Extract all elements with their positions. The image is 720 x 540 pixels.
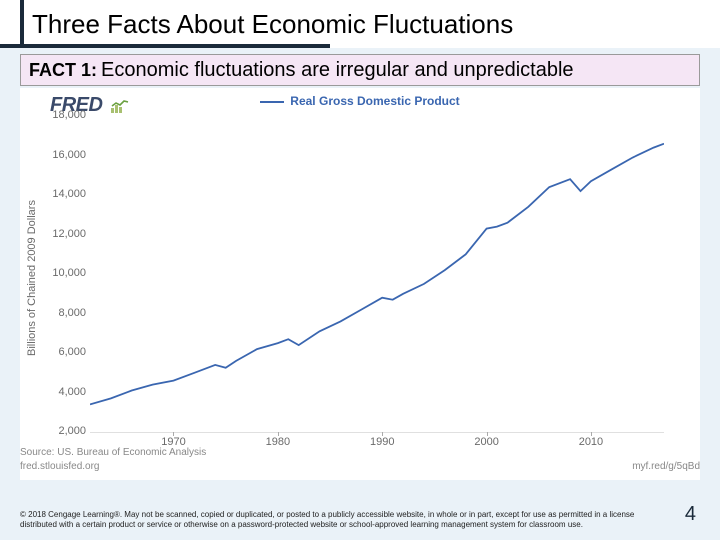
gridline-h — [90, 432, 664, 433]
legend-line-swatch — [260, 101, 284, 103]
x-tick-label: 1980 — [266, 436, 290, 448]
y-axis-label: Billions of Chained 2009 Dollars — [22, 138, 42, 418]
slide: Three Facts About Economic Fluctuations … — [0, 0, 720, 540]
y-tick-label: 10,000 — [48, 267, 86, 279]
y-tick-label: 8,000 — [48, 307, 86, 319]
x-tick-mark — [382, 432, 383, 436]
y-axis-label-text: Billions of Chained 2009 Dollars — [26, 200, 38, 356]
x-tick-label: 1990 — [370, 436, 394, 448]
fact-label: FACT 1: — [29, 60, 97, 81]
slide-title: Three Facts About Economic Fluctuations — [32, 9, 513, 40]
title-bar: Three Facts About Economic Fluctuations — [0, 0, 720, 48]
title-accent-horizontal — [0, 44, 330, 48]
chart-legend: Real Gross Domestic Product — [20, 94, 700, 108]
gdp-line — [90, 144, 664, 405]
x-tick-mark — [487, 432, 488, 436]
source-url-left: fred.stlouisfed.org — [20, 461, 100, 472]
line-chart-svg — [90, 116, 664, 432]
source-text: Source: US. Bureau of Economic Analysis — [20, 447, 206, 458]
x-tick-label: 2010 — [579, 436, 603, 448]
y-tick-label: 4,000 — [48, 386, 86, 398]
fact-box: FACT 1: Economic fluctuations are irregu… — [20, 54, 700, 86]
y-tick-label: 16,000 — [48, 149, 86, 161]
y-tick-label: 2,000 — [48, 425, 86, 437]
x-tick-mark — [278, 432, 279, 436]
copyright-text: © 2018 Cengage Learning®. May not be sca… — [20, 510, 640, 530]
y-tick-label: 12,000 — [48, 228, 86, 240]
source-url-right: myf.red/g/5qBd — [632, 461, 700, 472]
y-tick-label: 14,000 — [48, 188, 86, 200]
plot-area — [90, 116, 664, 432]
chart-container: FRED Real Gross Domestic Product Billion… — [20, 88, 700, 480]
fact-text: Economic fluctuations are irregular and … — [101, 59, 574, 82]
x-tick-mark — [173, 432, 174, 436]
title-accent-vertical — [20, 0, 24, 48]
y-tick-label: 18,000 — [48, 109, 86, 121]
y-tick-label: 6,000 — [48, 346, 86, 358]
x-tick-mark — [591, 432, 592, 436]
x-tick-label: 2000 — [474, 436, 498, 448]
legend-text: Real Gross Domestic Product — [290, 94, 459, 108]
page-number: 4 — [685, 503, 696, 526]
